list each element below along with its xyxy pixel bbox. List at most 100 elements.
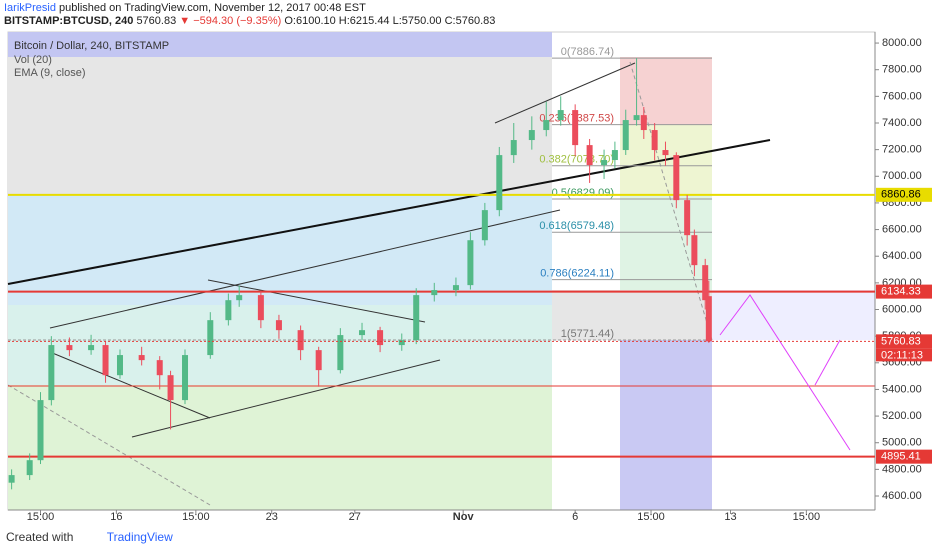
candle-body (398, 340, 405, 346)
candle-body (37, 400, 44, 461)
candle-body (622, 120, 629, 151)
change-value: −594.30 (−9.35%) (193, 15, 282, 27)
candle-body (691, 235, 698, 266)
candle-body (611, 150, 618, 161)
price-tag-label: 5760.83 (881, 335, 921, 347)
price-tag (876, 334, 932, 349)
candle-body (413, 295, 420, 341)
price-tag-label: 6134.33 (881, 286, 921, 298)
candle-body (452, 285, 459, 291)
indicator: EMA (9, close) (14, 67, 86, 79)
brand[interactable]: TradingView (106, 530, 173, 544)
quote-line: BITSTAMP:BTCUSD, 240 5760.83 ▼ −594.30 (… (4, 15, 928, 28)
x-tick-label: 15:00 (182, 511, 210, 523)
x-tick-label: 15:00 (27, 511, 55, 523)
candle-body (543, 120, 550, 131)
price-tag-label: 6860.86 (881, 189, 921, 201)
candle-body (236, 295, 243, 301)
y-tick-label: 5000.00 (882, 437, 922, 449)
y-tick-label: 5200.00 (882, 410, 922, 422)
candle-body (116, 355, 123, 376)
x-tick-label: 23 (266, 511, 278, 523)
candle-body (359, 330, 366, 336)
y-tick-label: 7000.00 (882, 170, 922, 182)
publish-line: IarikPresid published on TradingView.com… (4, 2, 928, 15)
countdown-box (876, 348, 932, 362)
countdown: 02:11:13 (881, 349, 923, 361)
candle-body (138, 355, 145, 361)
chart-title: Bitcoin / Dollar, 240, BITSTAMP (14, 40, 169, 52)
candle-body (662, 150, 669, 156)
y-tick-label: 8000.00 (882, 37, 922, 49)
footer: Created with TradingView (0, 527, 932, 550)
candle-body (557, 110, 564, 121)
candle-body (225, 300, 232, 321)
y-tick-label: 4600.00 (882, 490, 922, 502)
fib-label: 0.786(6224.11) (540, 268, 614, 280)
price-tag-label: 4895.41 (881, 451, 921, 463)
drawings (7, 61, 875, 506)
candle-body (8, 475, 15, 483)
candle-body (702, 265, 709, 301)
candle-body (510, 140, 517, 156)
y-tick-label: 7400.00 (882, 117, 922, 129)
change: ▼ −594.30 (−9.35%) (179, 15, 282, 27)
candle-body (705, 296, 712, 342)
fib-label: 0.5(6829.09) (552, 187, 614, 199)
created: Created with (6, 530, 74, 544)
x-tick-label: 16 (110, 511, 122, 523)
x-tick-label: 27 (349, 511, 361, 523)
candle-body (167, 375, 174, 401)
candle-body (182, 355, 189, 401)
x-tick-label: 15:00 (637, 511, 665, 523)
y-tick-label: 4800.00 (882, 463, 922, 475)
candle-body (156, 360, 163, 376)
y-tick-label: 7800.00 (882, 64, 922, 76)
candle-body (651, 130, 658, 151)
candle-body (601, 160, 608, 166)
price-tag (876, 449, 932, 464)
candle-body (467, 240, 474, 286)
candle-body (337, 335, 344, 371)
fib-label: 0(7886.74) (561, 46, 614, 58)
candle-body (673, 155, 680, 201)
indicator: Vol (20) (14, 54, 52, 66)
candle-body (572, 110, 579, 146)
candle-body (528, 130, 535, 141)
candle-body (633, 115, 640, 121)
y-tick-label: 7200.00 (882, 144, 922, 156)
x-tick-label: Nov (453, 511, 475, 523)
x-tick-label: 13 (724, 511, 736, 523)
candle-body (207, 320, 214, 356)
published: published on TradingView.com, November 1… (59, 2, 366, 14)
x-tick-label: 6 (572, 511, 578, 523)
fib-label: 1(5771.44) (561, 328, 614, 340)
candle-body (431, 290, 438, 296)
candle-body (257, 295, 264, 321)
chart: Bitcoin / Dollar, 240, BITSTAMP Vol (20)… (7, 31, 932, 523)
price-tag (876, 284, 932, 299)
price-tag (876, 187, 932, 202)
candle-body (496, 155, 503, 211)
last: 5760.83 (136, 15, 177, 27)
candle-body (48, 345, 55, 401)
ohlc: O:6100.10 H:6215.44 L:5750.00 C:5760.83 (284, 15, 496, 27)
candle-body (102, 345, 109, 376)
fib-label: 0.618(6579.48) (539, 220, 614, 232)
symbol: BITSTAMP:BTCUSD, 240 (4, 15, 134, 27)
candle-body (684, 200, 691, 236)
candle-body (315, 350, 322, 371)
backdrop (7, 31, 876, 511)
fib-label: 0.382(7078.70) (539, 154, 614, 166)
candle-body (26, 460, 33, 476)
candle-body (377, 330, 384, 346)
candle-body (66, 345, 73, 351)
header: IarikPresid published on TradingView.com… (0, 0, 932, 30)
author[interactable]: IarikPresid (4, 2, 56, 14)
candle-body (586, 145, 593, 166)
candle-body (481, 210, 488, 241)
y-tick-label: 6000.00 (882, 303, 922, 315)
y-tick-label: 7600.00 (882, 90, 922, 102)
candle-body (297, 330, 304, 351)
